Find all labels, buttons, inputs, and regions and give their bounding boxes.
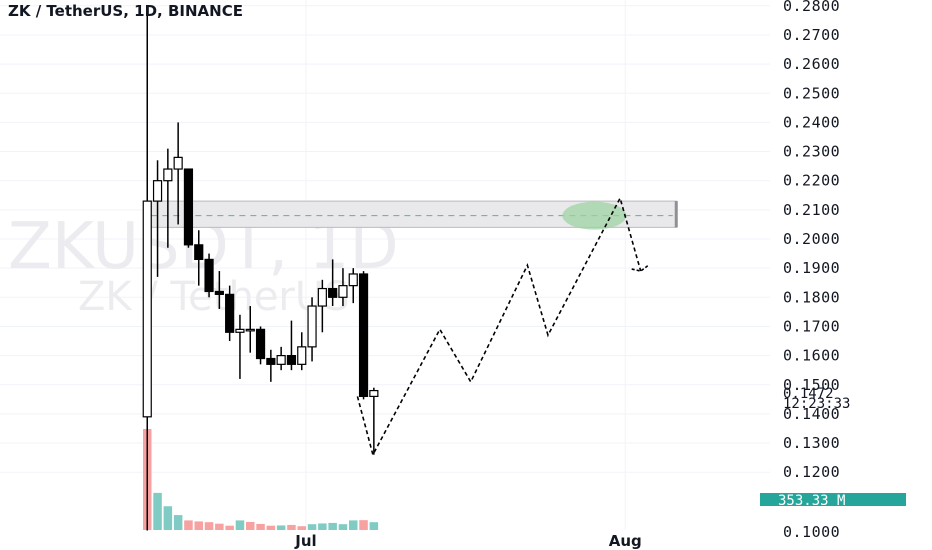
- volume-bar: [328, 522, 337, 530]
- countdown-label: 12:23:33: [783, 396, 850, 412]
- volume-bar: [359, 520, 368, 530]
- price-axis[interactable]: 0.2800 0.2700 0.2600 0.2500 0.2400 0.2300 0.22…: [783, 0, 840, 541]
- volume-bar: [246, 521, 255, 530]
- grid: [0, 0, 770, 530]
- volume-bar: [349, 520, 358, 530]
- candle-body: [173, 156, 183, 170]
- projection-path[interactable]: [356, 196, 650, 457]
- projection-arrowhead: [631, 264, 650, 272]
- watermark-name: ZK / TetherUS: [78, 274, 350, 320]
- volume-bar: [369, 522, 379, 530]
- volume-bar: [287, 524, 296, 530]
- volume-bar: [266, 525, 276, 530]
- volume-bar: [307, 524, 317, 530]
- candle-body: [194, 244, 204, 261]
- candle-body: [369, 389, 379, 398]
- price-tick: 0.1200: [783, 463, 840, 481]
- volume-bar: [256, 523, 265, 530]
- price-tick: 0.1700: [783, 317, 840, 335]
- candle-body: [235, 328, 245, 333]
- candle-body: [245, 328, 255, 332]
- current-price-label: 0.1472: [783, 386, 834, 402]
- volume-bar: [184, 520, 193, 530]
- candle-body: [183, 168, 194, 246]
- volume-bar: [163, 506, 173, 530]
- volume-bar: [194, 521, 203, 530]
- candle-body: [152, 180, 163, 202]
- volume-bar: [215, 523, 224, 530]
- price-tick: 0.2200: [783, 172, 840, 190]
- candle-body: [225, 293, 235, 333]
- volume-bar: [225, 525, 234, 530]
- candle-body: [163, 168, 173, 182]
- candle-body: [142, 200, 152, 418]
- volume-bar: [173, 515, 183, 530]
- target-highlight: [562, 201, 627, 230]
- price-tick: 0.1400: [783, 405, 840, 423]
- price-tick: 0.1600: [783, 347, 840, 365]
- price-tick: 0.2600: [783, 55, 840, 73]
- volume-badge-label: 353.33 M: [778, 493, 845, 509]
- price-tick: 0.2700: [783, 26, 840, 44]
- candle-body: [328, 287, 338, 298]
- candle-body: [266, 357, 276, 365]
- volume-bars: [143, 429, 379, 530]
- candle-body: [358, 273, 369, 398]
- date-axis[interactable]: Jul Aug: [294, 532, 642, 550]
- price-tick: 0.2000: [783, 230, 840, 248]
- zone-handle[interactable]: [674, 201, 678, 228]
- volume-badge: [760, 493, 906, 506]
- resistance-zone[interactable]: [147, 200, 678, 230]
- price-tick: 0.1800: [783, 288, 840, 306]
- price-tick: 0.2400: [783, 113, 840, 131]
- candle-body: [297, 346, 307, 365]
- volume-bar: [338, 524, 348, 530]
- candle-body: [317, 287, 327, 307]
- price-tick: 0.1000: [783, 523, 840, 541]
- volume-bar: [235, 520, 245, 530]
- price-tick: 0.1900: [783, 259, 840, 277]
- candle-body: [348, 273, 358, 287]
- candle-body: [286, 355, 297, 365]
- volume-bar: [276, 525, 286, 530]
- candles: [142, 5, 379, 531]
- volume-bar: [204, 522, 214, 530]
- date-tick: Jul: [294, 532, 316, 550]
- price-tick: 0.2800: [783, 0, 840, 15]
- candle-body: [276, 355, 286, 365]
- candle-body: [204, 258, 214, 293]
- price-tick: 0.1500: [783, 376, 840, 394]
- volume-bar: [153, 492, 162, 530]
- date-tick: Aug: [609, 532, 642, 550]
- volume-bar: [318, 523, 327, 530]
- candle-body: [307, 305, 317, 348]
- candle-body: [255, 328, 266, 360]
- price-tick: 0.1300: [783, 434, 840, 452]
- chart-title: ZK / TetherUS, 1D, BINANCE: [8, 2, 243, 20]
- price-tick: 0.2500: [783, 84, 840, 102]
- candle-body: [338, 285, 348, 298]
- volume-bar: [297, 526, 306, 530]
- price-tick: 0.2100: [783, 201, 840, 219]
- price-tick: 0.2300: [783, 143, 840, 161]
- candle-body: [214, 290, 224, 295]
